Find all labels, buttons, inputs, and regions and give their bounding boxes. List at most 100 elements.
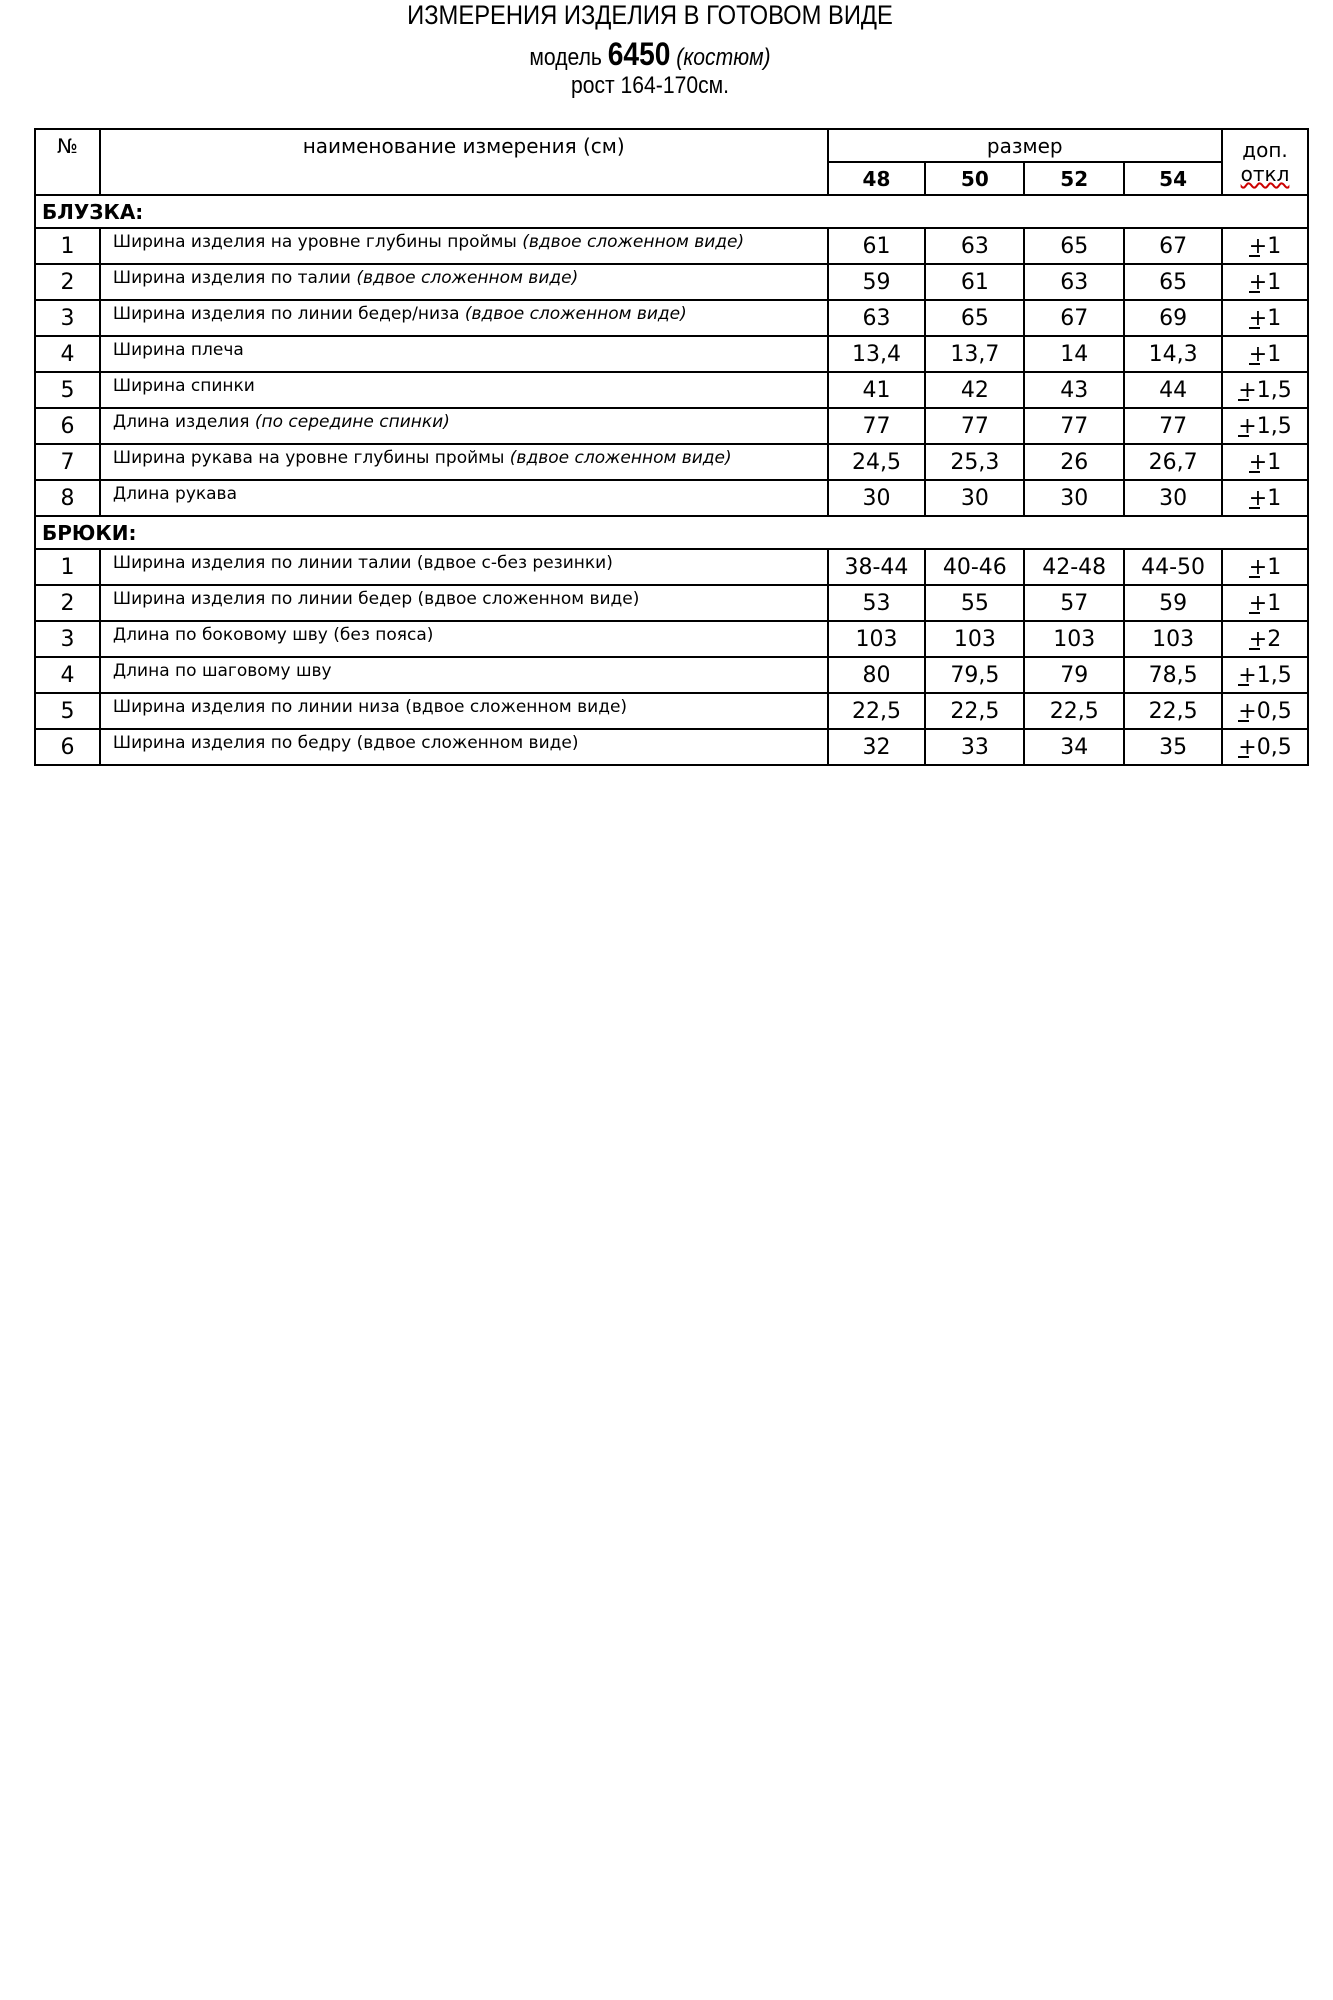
table-row: 5 Ширина изделия по линии низа (вдвое сло… [34, 692, 1309, 730]
tolerance-value: +2 [1248, 626, 1282, 652]
tolerance-value: +1 [1248, 485, 1282, 511]
measurement-label: Длина изделия [112, 412, 250, 432]
table-row: 1 Ширина изделия по линии талии (вдвое с-… [34, 548, 1309, 586]
tolerance-value: +1,5 [1238, 662, 1292, 688]
size-value: 69 [1123, 299, 1224, 337]
measurement-name: Длина по шаговому шву [98, 656, 829, 694]
model-type: (костюм) [676, 44, 771, 71]
tolerance-cell: +1 [1221, 443, 1309, 481]
size-header: 50 [924, 161, 1026, 196]
size-value: 65 [1123, 263, 1224, 301]
size-value: 42 [924, 371, 1026, 409]
size-value: 22,5 [826, 692, 927, 730]
tolerance-value: +1 [1248, 590, 1282, 616]
size-value: 44-50 [1123, 548, 1224, 586]
size-value: 33 [924, 728, 1026, 766]
row-number: 3 [34, 620, 101, 658]
table-row: 4 Длина по шаговому шву 80 79,5 79 78,5 +1,5 [34, 656, 1309, 694]
measurement-note: (вдвое сложенном виде) [464, 304, 687, 324]
row-number: 5 [34, 692, 101, 730]
size-value: 61 [924, 263, 1026, 301]
measurement-label: Ширина изделия по линии бедер/низа [112, 304, 460, 324]
measurement-note: (вдвое сложенном виде) [522, 232, 745, 252]
row-number: 4 [34, 656, 101, 694]
table-row: 4 Ширина плеча 13,4 13,7 14 14,3 +1 [34, 335, 1309, 373]
tolerance-cell: +1 [1221, 227, 1309, 265]
size-value: 22,5 [1023, 692, 1126, 730]
size-value: 103 [826, 620, 927, 658]
row-number: 6 [34, 407, 101, 445]
tolerance-cell: +0,5 [1221, 728, 1309, 766]
tolerance-cell: +1,5 [1221, 371, 1309, 409]
size-value: 79 [1023, 656, 1126, 694]
measurement-name: Длина рукава [98, 479, 829, 517]
measurement-label: Ширина изделия по талии [112, 268, 351, 288]
row-number: 2 [34, 584, 101, 622]
row-number: 1 [34, 227, 101, 265]
size-value: 40-46 [924, 548, 1026, 586]
section-title: БРЮКИ: [34, 515, 1309, 550]
measurement-name: Ширина изделия по линии бедер (вдвое сло… [98, 584, 829, 622]
size-header: 54 [1123, 161, 1224, 196]
size-value: 43 [1023, 371, 1126, 409]
size-value: 13,4 [826, 335, 927, 373]
size-value: 79,5 [924, 656, 1026, 694]
table-row: 7 Ширина рукава на уровне глубины проймы … [34, 443, 1309, 481]
size-value: 42-48 [1023, 548, 1126, 586]
section-row: БЛУЗКА: [34, 194, 1309, 229]
tolerance-label-1: доп. [1242, 138, 1288, 162]
size-value: 14,3 [1123, 335, 1224, 373]
measurement-label: Длина по боковому шву (без пояса) [112, 625, 434, 645]
measurement-label: Ширина рукава на уровне глубины проймы [112, 448, 505, 468]
size-value: 14 [1023, 335, 1126, 373]
header-no: № [34, 128, 101, 196]
tolerance-value: +1 [1248, 305, 1282, 331]
measurement-note: (вдвое сложенном виде) [509, 448, 732, 468]
section-row: БРЮКИ: [34, 515, 1309, 550]
tolerance-cell: +1 [1221, 263, 1309, 301]
size-value: 67 [1123, 227, 1224, 265]
measurement-name: Длина изделия (по середине спинки) [98, 407, 829, 445]
model-prefix: модель [529, 44, 602, 71]
header-tolerance: доп. откл [1221, 128, 1309, 196]
size-value: 13,7 [924, 335, 1026, 373]
size-value: 77 [826, 407, 927, 445]
tolerance-value: +1 [1248, 269, 1282, 295]
measurement-name: Ширина изделия по бедру (вдвое сложенном… [98, 728, 829, 766]
row-number: 5 [34, 371, 101, 409]
size-value: 80 [826, 656, 927, 694]
measurement-label: Ширина изделия по линии бедер (вдвое сло… [112, 589, 640, 609]
measurement-name: Ширина изделия по линии бедер/низа (вдво… [98, 299, 829, 337]
row-number: 6 [34, 728, 101, 766]
size-value: 63 [826, 299, 927, 337]
measurement-label: Ширина спинки [112, 376, 255, 396]
row-number: 8 [34, 479, 101, 517]
table-row: 8 Длина рукава 30 30 30 30 +1 [34, 479, 1309, 517]
measurement-name: Ширина рукава на уровне глубины проймы (… [98, 443, 829, 481]
measurement-label: Длина по шаговому шву [112, 661, 332, 681]
tolerance-cell: +1 [1221, 335, 1309, 373]
model-number: 6450 [607, 36, 671, 72]
height-range: рост 164-170см. [570, 72, 730, 99]
size-value: 44 [1123, 371, 1224, 409]
tolerance-cell: +1 [1221, 299, 1309, 337]
tolerance-value: +1 [1248, 554, 1282, 580]
measurements-table: № наименование измерения (см) размер доп… [34, 128, 1309, 766]
size-value: 30 [924, 479, 1026, 517]
row-number: 3 [34, 299, 101, 337]
measurement-label: Длина рукава [112, 484, 237, 504]
size-value: 103 [924, 620, 1026, 658]
header-size: размер [826, 128, 1224, 163]
size-value: 26 [1023, 443, 1126, 481]
row-number: 1 [34, 548, 101, 586]
size-value: 65 [924, 299, 1026, 337]
tolerance-value: +1 [1248, 233, 1282, 259]
size-value: 55 [924, 584, 1026, 622]
size-value: 67 [1023, 299, 1126, 337]
tolerance-value: +0,5 [1238, 734, 1292, 760]
tolerance-cell: +2 [1221, 620, 1309, 658]
size-value: 24,5 [826, 443, 927, 481]
size-value: 32 [826, 728, 927, 766]
measurement-note: (вдвое сложенном виде) [356, 268, 579, 288]
row-number: 4 [34, 335, 101, 373]
